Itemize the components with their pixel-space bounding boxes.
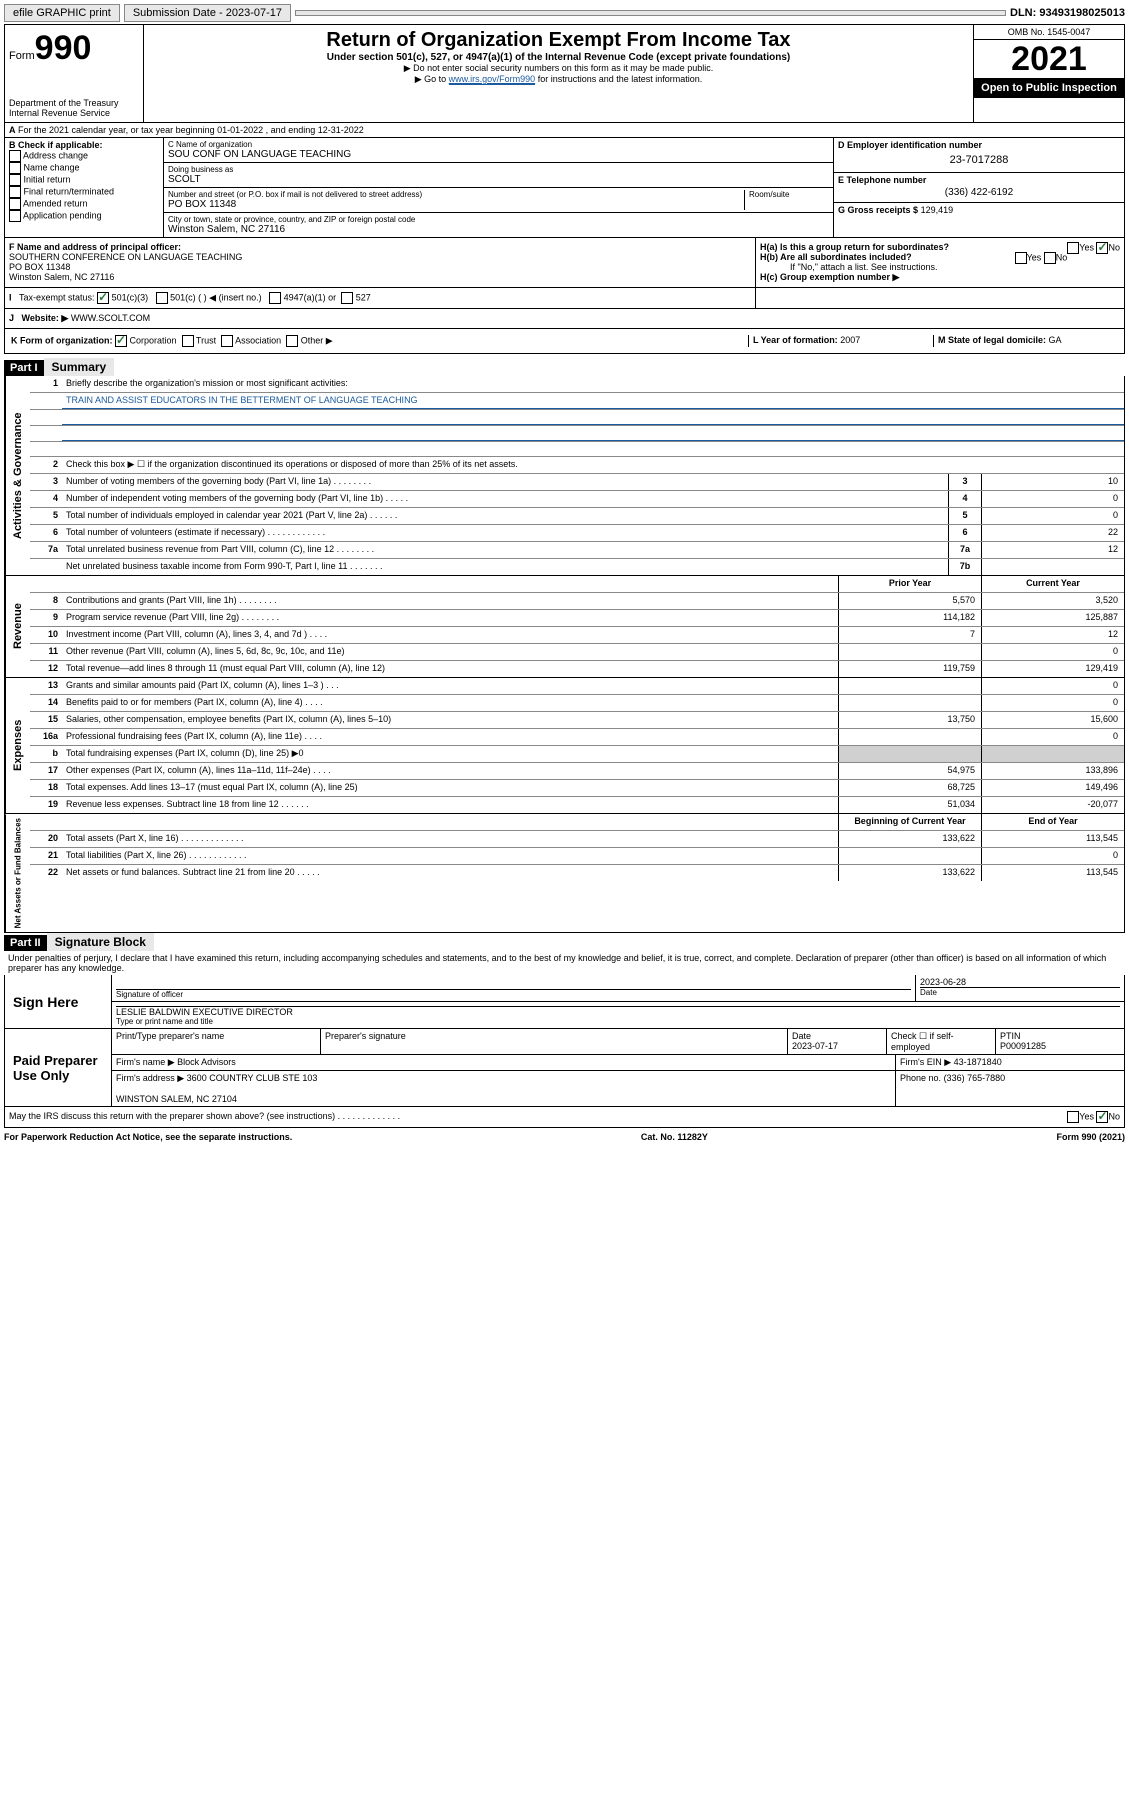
- part2-declaration: Under penalties of perjury, I declare th…: [4, 951, 1125, 975]
- part1-header: Part ISummary: [4, 358, 1125, 376]
- checkbox-ha-yes[interactable]: [1067, 242, 1079, 254]
- section-i: I Tax-exempt status: 501(c)(3) 501(c) ( …: [5, 288, 756, 308]
- checkbox-4947[interactable]: [269, 292, 281, 304]
- table-row: 10Investment income (Part VIII, column (…: [30, 627, 1124, 644]
- open-public-badge: Open to Public Inspection: [974, 78, 1124, 98]
- table-row: 3Number of voting members of the governi…: [30, 474, 1124, 491]
- revenue-label: Revenue: [5, 576, 30, 677]
- tax-year: 2021: [974, 40, 1124, 78]
- section-h-continued: [756, 288, 1124, 308]
- table-row: 14Benefits paid to or for members (Part …: [30, 695, 1124, 712]
- section-klm: K Form of organization: Corporation Trus…: [4, 329, 1125, 354]
- table-row: 7aTotal unrelated business revenue from …: [30, 542, 1124, 559]
- section-d-ein: D Employer identification number 23-7017…: [834, 138, 1124, 173]
- table-row: 16aProfessional fundraising fees (Part I…: [30, 729, 1124, 746]
- table-row: Net unrelated business taxable income fr…: [30, 559, 1124, 575]
- checkbox-ha-no[interactable]: [1096, 242, 1108, 254]
- section-city: City or town, state or province, country…: [164, 213, 833, 237]
- section-c-name: C Name of organization SOU CONF ON LANGU…: [164, 138, 833, 163]
- irs-link[interactable]: www.irs.gov/Form990: [449, 74, 536, 85]
- checkbox-501c3[interactable]: [97, 292, 109, 304]
- section-fhij: F Name and address of principal officer:…: [4, 238, 1125, 329]
- checkbox-discuss-yes[interactable]: [1067, 1111, 1079, 1123]
- submission-date-button[interactable]: Submission Date - 2023-07-17: [124, 4, 291, 22]
- paid-preparer-label: Paid Preparer Use Only: [5, 1029, 111, 1106]
- section-dba: Doing business as SCOLT: [164, 163, 833, 188]
- table-row: 18Total expenses. Add lines 13–17 (must …: [30, 780, 1124, 797]
- checkbox-hb-no[interactable]: [1044, 252, 1056, 264]
- table-row: 22Net assets or fund balances. Subtract …: [30, 865, 1124, 881]
- form-title: Return of Organization Exempt From Incom…: [152, 29, 965, 52]
- sign-here-block: Sign Here Signature of officer 2023-06-2…: [4, 975, 1125, 1107]
- table-row: 4Number of independent voting members of…: [30, 491, 1124, 508]
- table-row: 8Contributions and grants (Part VIII, li…: [30, 593, 1124, 610]
- checkbox-corp[interactable]: [115, 335, 127, 347]
- table-row: 5Total number of individuals employed in…: [30, 508, 1124, 525]
- expenses-label: Expenses: [5, 678, 30, 813]
- irs-label: Internal Revenue Service: [9, 108, 139, 118]
- checkbox-discuss-no[interactable]: [1096, 1111, 1108, 1123]
- table-row: 19Revenue less expenses. Subtract line 1…: [30, 797, 1124, 813]
- part1-governance: Activities & Governance 1Briefly describ…: [4, 376, 1125, 576]
- checkbox-address-change[interactable]: [9, 150, 21, 162]
- sign-here-label: Sign Here: [5, 975, 111, 1028]
- top-bar: efile GRAPHIC print Submission Date - 20…: [4, 4, 1125, 22]
- section-b: B Check if applicable: Address change Na…: [5, 138, 164, 237]
- dln-label: DLN: 93493198025013: [1010, 7, 1125, 19]
- table-row: 15Salaries, other compensation, employee…: [30, 712, 1124, 729]
- table-row: 21Total liabilities (Part X, line 26) . …: [30, 848, 1124, 865]
- section-g-gross: G Gross receipts $ 129,419: [834, 203, 1124, 217]
- form-subtitle: Under section 501(c), 527, or 4947(a)(1)…: [152, 52, 965, 63]
- checkbox-hb-yes[interactable]: [1015, 252, 1027, 264]
- may-irs-discuss: May the IRS discuss this return with the…: [4, 1107, 1125, 1128]
- spacer-button: [295, 10, 1006, 16]
- checkbox-initial-return[interactable]: [9, 174, 21, 186]
- table-row: 6Total number of volunteers (estimate if…: [30, 525, 1124, 542]
- table-row: 17Other expenses (Part IX, column (A), l…: [30, 763, 1124, 780]
- checkbox-assoc[interactable]: [221, 335, 233, 347]
- checkbox-trust[interactable]: [182, 335, 194, 347]
- section-f: F Name and address of principal officer:…: [5, 238, 756, 287]
- dept-label: Department of the Treasury: [9, 98, 139, 108]
- table-row: 13Grants and similar amounts paid (Part …: [30, 678, 1124, 695]
- checkbox-name-change[interactable]: [9, 162, 21, 174]
- omb-number: OMB No. 1545-0047: [974, 25, 1124, 40]
- page-footer: For Paperwork Reduction Act Notice, see …: [4, 1128, 1125, 1146]
- form-header: Form990 Department of the Treasury Inter…: [4, 24, 1125, 123]
- table-row: 20Total assets (Part X, line 16) . . . .…: [30, 831, 1124, 848]
- table-row: 9Program service revenue (Part VIII, lin…: [30, 610, 1124, 627]
- form-number: Form990: [9, 29, 139, 68]
- section-h: H(a) Is this a group return for subordin…: [756, 238, 1124, 287]
- checkbox-527[interactable]: [341, 292, 353, 304]
- checkbox-final-return[interactable]: [9, 186, 21, 198]
- governance-label: Activities & Governance: [5, 376, 30, 575]
- checkbox-other[interactable]: [286, 335, 298, 347]
- section-j: J Website: ▶ WWW.SCOLT.COM: [5, 309, 1124, 328]
- table-row: bTotal fundraising expenses (Part IX, co…: [30, 746, 1124, 763]
- efile-button[interactable]: efile GRAPHIC print: [4, 4, 120, 22]
- checkbox-app-pending[interactable]: [9, 210, 21, 222]
- part2-header: Part IISignature Block: [4, 933, 1125, 951]
- table-row: 11Other revenue (Part VIII, column (A), …: [30, 644, 1124, 661]
- part1-revenue: Revenue bPrior YearCurrent Year 8Contrib…: [4, 576, 1125, 678]
- checkbox-amended-return[interactable]: [9, 198, 21, 210]
- form-note2: ▶ Go to www.irs.gov/Form990 for instruct…: [152, 74, 965, 85]
- netassets-label: Net Assets or Fund Balances: [5, 814, 30, 932]
- section-address: Number and street (or P.O. box if mail i…: [164, 188, 833, 213]
- checkbox-501c[interactable]: [156, 292, 168, 304]
- part1-netassets: Net Assets or Fund Balances Beginning of…: [4, 814, 1125, 933]
- form-note1: ▶ Do not enter social security numbers o…: [152, 63, 965, 74]
- section-bcdefg: B Check if applicable: Address change Na…: [4, 138, 1125, 238]
- table-row: 12Total revenue—add lines 8 through 11 (…: [30, 661, 1124, 677]
- section-a-period: A For the 2021 calendar year, or tax yea…: [4, 123, 1125, 138]
- part1-expenses: Expenses 13Grants and similar amounts pa…: [4, 678, 1125, 814]
- section-e-phone: E Telephone number (336) 422-6192: [834, 173, 1124, 203]
